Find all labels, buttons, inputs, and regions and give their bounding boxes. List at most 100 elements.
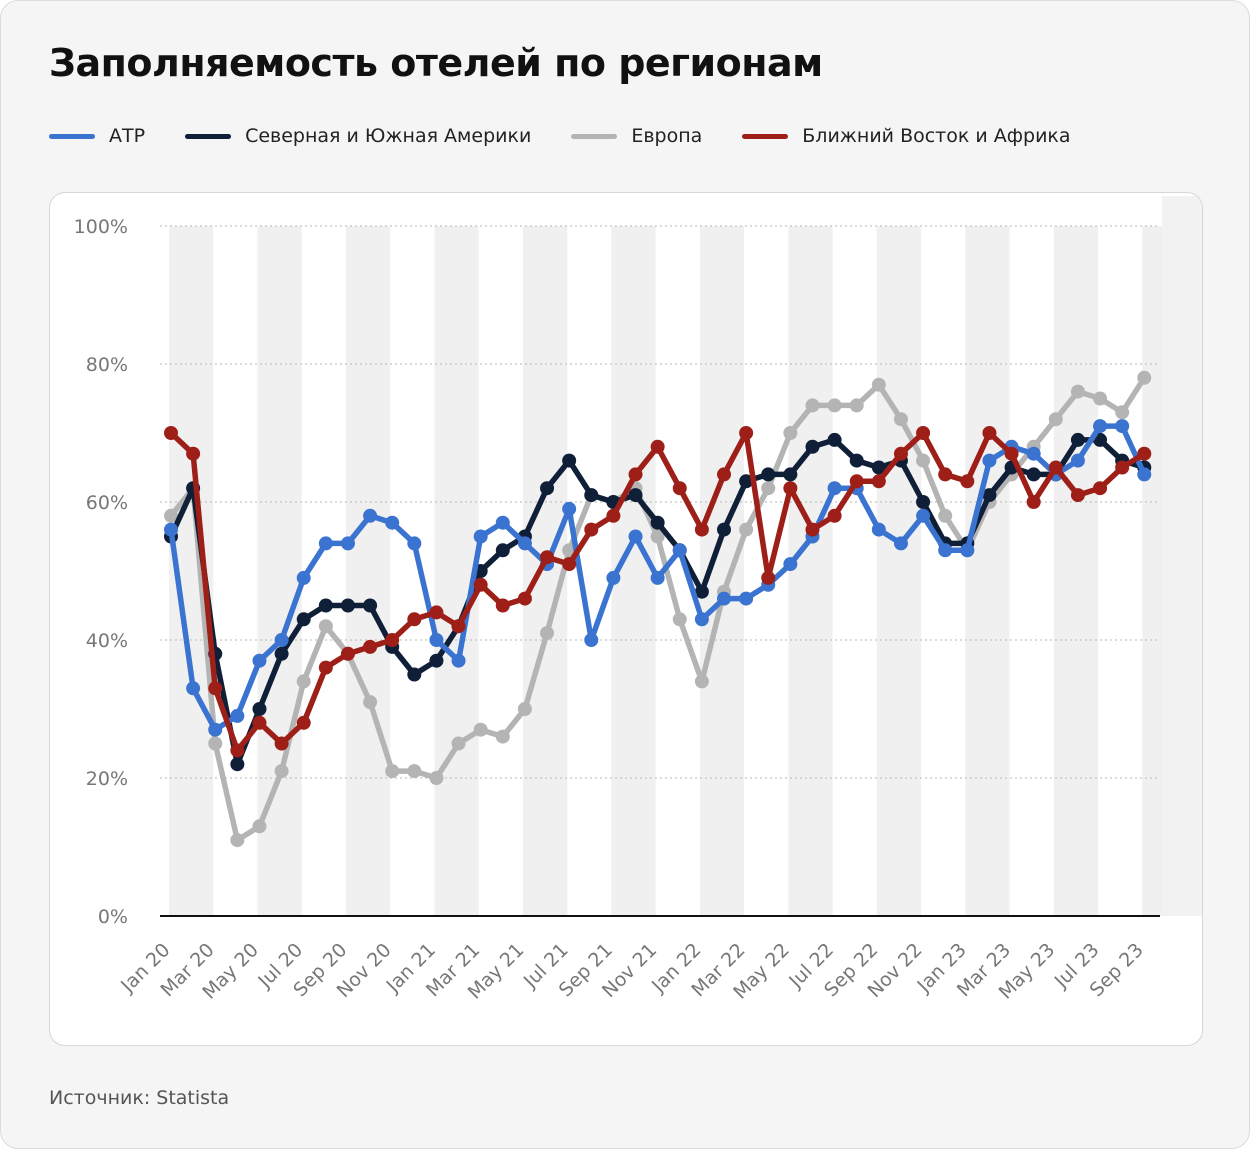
data-point (495, 543, 510, 558)
data-point (495, 598, 510, 613)
data-point (1026, 495, 1041, 509)
data-point (274, 764, 289, 779)
data-point (230, 708, 245, 723)
data-point (739, 426, 754, 440)
data-point (938, 543, 953, 558)
data-point (628, 529, 643, 544)
data-point (672, 481, 687, 496)
data-point (407, 667, 422, 682)
data-point (562, 557, 577, 572)
data-point (827, 432, 842, 447)
y-axis-ticks: 0% 20% 40% 60% 80% 100% (74, 216, 128, 928)
data-point (871, 377, 886, 392)
data-point (694, 674, 709, 689)
data-point (274, 633, 289, 647)
data-point (296, 612, 311, 627)
data-point (1093, 419, 1108, 434)
data-point (164, 508, 178, 523)
data-point (1070, 432, 1085, 447)
data-point (1115, 405, 1130, 420)
data-point (650, 439, 665, 454)
column-band (788, 226, 833, 916)
column-band (1162, 196, 1202, 916)
data-point (916, 426, 931, 440)
data-point (340, 646, 355, 661)
data-point (827, 398, 842, 413)
data-point (805, 439, 820, 454)
data-point (584, 633, 599, 647)
data-point (1070, 488, 1085, 503)
data-point (1048, 460, 1063, 475)
data-point (230, 743, 245, 758)
data-point (186, 681, 201, 696)
chart-card: 0% 20% 40% 60% 80% 100% Jan 20 Mar 20 May 20 Jul… (49, 192, 1203, 1046)
data-point (805, 398, 820, 413)
data-point (672, 543, 687, 558)
data-point (783, 557, 798, 572)
legend-swatch-mea (742, 133, 789, 139)
data-point (407, 764, 422, 779)
data-point (451, 653, 466, 668)
data-point (540, 481, 555, 496)
data-point (1004, 446, 1019, 461)
data-point (1070, 453, 1085, 468)
data-point (407, 612, 422, 627)
data-point (739, 591, 754, 606)
data-point (1093, 481, 1108, 496)
data-point (783, 467, 798, 482)
data-point (650, 529, 665, 544)
column-band (1053, 226, 1099, 916)
data-point (495, 515, 510, 530)
data-point (385, 764, 400, 779)
data-point (429, 605, 444, 620)
data-point (517, 591, 532, 606)
data-point (893, 412, 908, 427)
data-point (827, 481, 842, 496)
data-point (517, 702, 532, 716)
data-point (164, 426, 178, 440)
data-point (363, 598, 378, 613)
data-point (296, 570, 311, 585)
series-lines (164, 370, 1152, 848)
data-point (385, 633, 400, 647)
data-point (252, 653, 267, 668)
data-point (252, 702, 267, 716)
data-point (318, 598, 333, 613)
data-point (186, 446, 201, 461)
data-point (208, 722, 223, 737)
data-point (717, 467, 731, 482)
data-point (717, 591, 731, 606)
data-point (849, 453, 864, 468)
data-point (1026, 446, 1041, 461)
data-point (694, 522, 709, 537)
data-point (650, 515, 665, 530)
data-point (893, 446, 908, 461)
y-tick-label: 20% (86, 768, 128, 790)
data-point (938, 508, 953, 523)
data-point (783, 426, 798, 440)
data-point (562, 501, 577, 516)
data-point (761, 481, 776, 496)
data-point (982, 488, 997, 503)
data-point (385, 515, 400, 530)
data-point (318, 660, 333, 675)
data-point (628, 488, 643, 503)
data-point (340, 598, 355, 613)
legend-label-europe: Европа (631, 125, 703, 147)
data-point (916, 495, 931, 509)
data-point (960, 474, 975, 489)
data-point (540, 626, 555, 641)
source-note: Источник: Statista (49, 1087, 230, 1109)
column-band (965, 226, 1010, 916)
legend-label-mea: Ближний Восток и Африка (802, 125, 1071, 147)
data-point (230, 757, 245, 772)
series-group (164, 426, 1152, 758)
data-point (982, 426, 997, 440)
data-point (916, 453, 931, 468)
data-point (318, 536, 333, 551)
data-point (451, 619, 466, 634)
data-point (495, 729, 510, 744)
data-point (871, 460, 886, 475)
data-point (208, 736, 223, 751)
